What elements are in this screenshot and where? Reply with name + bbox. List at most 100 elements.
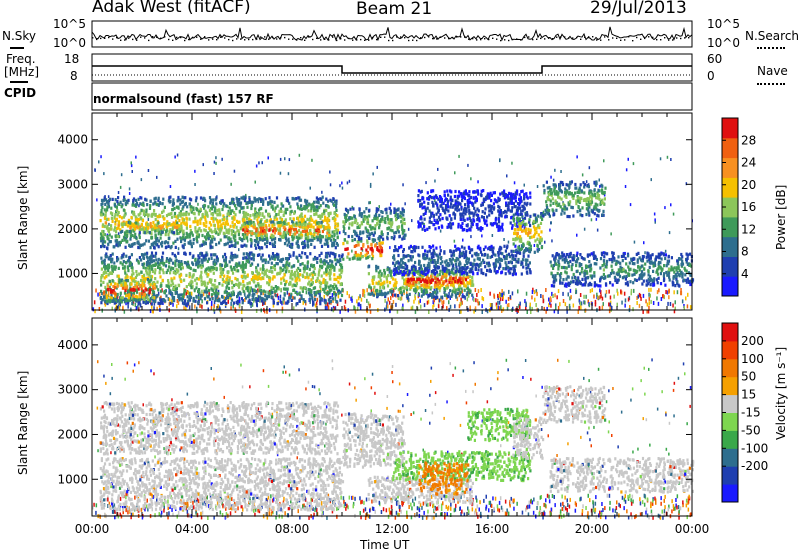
scatter-cell <box>340 293 344 298</box>
scatter-cell <box>188 297 191 301</box>
scatter-cell <box>441 272 444 277</box>
scatter-cell <box>284 207 287 211</box>
scatter-cell <box>143 283 146 287</box>
scatter-cell <box>376 222 379 226</box>
scatter-cell <box>397 230 400 234</box>
scatter-cell <box>544 240 546 244</box>
scatter-cell <box>324 218 327 222</box>
scatter-cell <box>208 278 212 282</box>
scatter-cell <box>339 264 343 268</box>
scatter-cell <box>169 223 172 227</box>
scatter-cell <box>156 236 159 241</box>
scatter-cell <box>262 202 265 206</box>
scatter-cell <box>197 264 200 269</box>
scatter-cell <box>249 214 252 218</box>
scatter-cell <box>380 241 383 245</box>
scatter-cell <box>280 300 283 304</box>
scatter-cell <box>306 204 309 208</box>
scatter-cell <box>282 276 285 280</box>
scatter-cell <box>240 274 243 278</box>
scatter-cell <box>150 267 153 271</box>
noise-search-dot <box>328 39 330 41</box>
scatter-cell <box>316 290 319 294</box>
scatter-cell <box>289 230 292 234</box>
scatter-cell <box>628 296 631 301</box>
scatter-cell <box>375 207 378 211</box>
scatter-cell <box>107 273 110 277</box>
scatter-cell <box>161 251 165 255</box>
scatter-cell <box>334 293 338 297</box>
scatter-cell <box>229 201 232 206</box>
scatter-cell <box>269 214 271 218</box>
scatter-cell <box>500 305 502 310</box>
scatter-cell <box>168 297 171 302</box>
scatter-cell <box>241 224 244 228</box>
scatter-cell <box>393 235 396 239</box>
scatter-cell <box>135 273 139 277</box>
scatter-cell <box>319 285 322 289</box>
scatter-cell <box>223 300 226 304</box>
scatter-cell <box>525 306 527 311</box>
scatter-cell <box>151 281 154 285</box>
scatter-cell <box>384 298 386 303</box>
scatter-cell <box>285 239 288 243</box>
scatter-cell <box>185 217 188 221</box>
scatter-cell <box>351 223 354 227</box>
scatter-cell <box>564 302 567 307</box>
scatter-cell <box>351 298 353 303</box>
scatter-cell <box>234 204 237 208</box>
scatter-cell <box>125 220 128 224</box>
scatter-cell <box>100 239 103 243</box>
scatter-cell <box>154 294 158 298</box>
scatter-cell <box>439 288 441 293</box>
scatter-cell <box>152 299 155 303</box>
scatter-cell <box>450 294 453 298</box>
scatter-cell <box>171 225 175 229</box>
scatter-cell <box>326 237 329 241</box>
scatter-cell <box>271 204 274 208</box>
scatter-cell <box>323 299 326 303</box>
scatter-cell <box>188 202 191 206</box>
scatter-cell <box>230 306 232 311</box>
scatter-cell <box>159 242 163 246</box>
scatter-cell <box>346 291 348 296</box>
scatter-cell <box>119 293 122 298</box>
scatter-cell <box>315 291 318 295</box>
scatter-cell <box>184 196 187 200</box>
scatter-cell <box>102 198 105 202</box>
scatter-cell <box>146 272 149 276</box>
scatter-cell <box>190 210 193 214</box>
scatter-cell <box>124 201 127 206</box>
scatter-cell <box>332 197 335 201</box>
scatter-cell <box>339 309 341 314</box>
noise-sky-line <box>91 26 693 42</box>
scatter-cell <box>596 228 599 232</box>
scatter-cell <box>360 247 363 251</box>
scatter-cell <box>192 268 195 272</box>
scatter-cell <box>357 302 359 307</box>
scatter-cell <box>531 306 533 311</box>
scatter-cell <box>154 251 158 255</box>
scatter-cell <box>111 306 113 311</box>
scatter-cell <box>529 305 531 310</box>
scatter-cell <box>224 280 227 285</box>
scatter-cell <box>183 238 186 242</box>
noise-search-dot <box>496 38 498 40</box>
scatter-cell <box>308 273 311 277</box>
scatter-cell <box>165 257 169 261</box>
scatter-cell <box>325 218 328 223</box>
scatter-cell <box>390 202 392 206</box>
scatter-cell <box>278 226 282 231</box>
scatter-cell <box>181 195 184 199</box>
scatter-cell <box>284 236 288 240</box>
scatter-cell <box>168 285 171 290</box>
scatter-cell <box>518 303 520 308</box>
scatter-cell <box>108 279 112 284</box>
scatter-cell <box>316 232 319 236</box>
scatter-cell <box>216 221 220 225</box>
scatter-cell <box>380 289 383 293</box>
scatter-cell <box>228 260 231 264</box>
scatter-cell <box>107 195 110 199</box>
scatter-cell <box>436 277 439 281</box>
scatter-cell <box>170 258 173 262</box>
